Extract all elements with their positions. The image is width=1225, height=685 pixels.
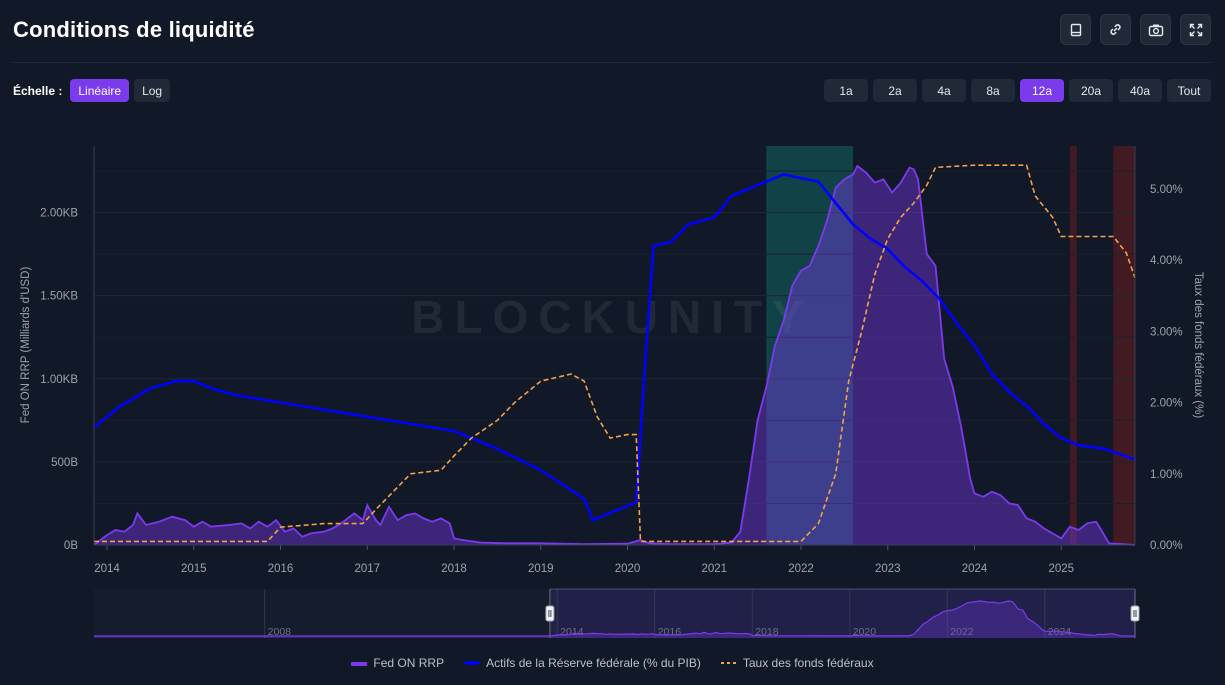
watermark: BLOCKUNITY	[411, 291, 813, 343]
y-right-tick-label: 3.00%	[1150, 326, 1183, 338]
y-axis-left-label: Fed ON RRP (Milliards d'USD)	[20, 267, 32, 424]
x-tick-label: 2017	[354, 563, 380, 575]
fullscreen-button[interactable]	[1180, 14, 1211, 45]
rrp-area	[94, 166, 1135, 545]
liquidity-chart[interactable]: BLOCKUNITY 0B 500B 1.00KB 1.50KB 2.00KB 0.00%…	[0, 0, 1225, 650]
shaded-region-1	[1069, 146, 1077, 545]
legend-label-fed-assets: Actifs de la Réserve fédérale (% du PIB)	[486, 656, 701, 670]
x-tick-label: 2022	[788, 563, 814, 575]
y-left-tick-label: 500B	[51, 457, 78, 469]
range-button-8a[interactable]: 8a	[971, 79, 1015, 102]
y-axis-right-label: Taux des fonds fédéraux (%)	[1192, 272, 1204, 419]
camera-icon	[1148, 24, 1163, 36]
x-tick-label: 2018	[441, 563, 467, 575]
fed-funds-line	[94, 164, 1136, 543]
book-icon	[1070, 23, 1081, 36]
y-left-tick-label: 0B	[64, 540, 78, 552]
range-button-4a[interactable]: 4a	[922, 79, 966, 102]
navigator-area	[94, 600, 1135, 638]
legend-item-fed-funds[interactable]: Taux des fonds fédéraux	[720, 656, 874, 670]
book-button[interactable]	[1060, 14, 1091, 45]
navigator-handle-left[interactable]	[545, 605, 555, 622]
navigator-handle-right[interactable]	[1130, 605, 1140, 622]
navigator[interactable]: 2008 2014 2016 2018 2020 2022 2024	[94, 588, 1140, 638]
toolbar	[1060, 14, 1211, 45]
range-button-tout[interactable]: Tout	[1167, 79, 1211, 102]
navigator-tick-label: 2008	[268, 626, 292, 638]
x-tick-label: 2015	[181, 563, 207, 575]
legend-swatch-fed-assets	[464, 660, 481, 666]
range-button-12a[interactable]: 12a	[1020, 79, 1064, 102]
y-right-tick-label: 2.00%	[1150, 398, 1183, 410]
range-selector: 1a 2a 4a 8a 12a 20a 40a Tout	[824, 79, 1211, 102]
x-tick-label: 2023	[875, 563, 901, 575]
y-right-tick-label: 1.00%	[1150, 469, 1183, 481]
x-tick-label: 2020	[615, 563, 641, 575]
scale-log-button[interactable]: Log	[134, 79, 171, 102]
rrp-line	[93, 164, 1136, 546]
legend-item-fed-assets[interactable]: Actifs de la Réserve fédérale (% du PIB)	[464, 656, 701, 670]
legend-label-rrp: Fed ON RRP	[373, 656, 445, 670]
legend-label-fed-funds: Taux des fonds fédéraux	[742, 656, 874, 670]
y-right-tick-label: 0.00%	[1150, 540, 1183, 552]
legend-swatch-rrp	[351, 662, 368, 666]
link-button[interactable]	[1100, 14, 1131, 45]
navigator-window	[549, 589, 1135, 638]
shaded-region-2	[1113, 146, 1135, 545]
link-icon	[1110, 24, 1121, 35]
range-button-40a[interactable]: 40a	[1118, 79, 1162, 102]
range-button-2a[interactable]: 2a	[873, 79, 917, 102]
y-left-tick-label: 2.00KB	[40, 208, 78, 220]
navigator-line	[94, 600, 1136, 637]
scale-linear-button[interactable]: Linéaire	[70, 79, 130, 102]
x-tick-label: 2021	[701, 563, 727, 575]
legend: Fed ON RRP Actifs de la Réserve fédérale…	[0, 656, 1225, 670]
x-tick-label: 2016	[268, 563, 294, 575]
y-right-tick-label: 5.00%	[1150, 184, 1183, 196]
fullscreen-icon	[1189, 23, 1202, 36]
scale-selector: Échelle : Linéaire Log	[13, 79, 171, 102]
fed-assets-line	[93, 173, 1136, 522]
scale-label: Échelle :	[13, 83, 63, 98]
legend-swatch-fed-funds	[720, 662, 737, 664]
screenshot-button[interactable]	[1140, 14, 1171, 45]
navigator-tick-label: 2018	[755, 626, 779, 638]
y-left-tick-label: 1.50KB	[40, 291, 78, 303]
y-right-tick-label: 4.00%	[1150, 255, 1183, 267]
x-tick-label: 2019	[528, 563, 554, 575]
range-button-1a[interactable]: 1a	[824, 79, 868, 102]
legend-item-rrp[interactable]: Fed ON RRP	[351, 656, 444, 670]
range-button-20a[interactable]: 20a	[1069, 79, 1113, 102]
page-title: Conditions de liquidité	[13, 17, 255, 42]
x-tick-label: 2024	[962, 563, 988, 575]
y-left-tick-label: 1.00KB	[40, 374, 78, 386]
navigator-tick-label: 2022	[950, 626, 974, 638]
x-tick-label: 2014	[94, 563, 120, 575]
x-tick-label: 2025	[1048, 563, 1074, 575]
header-divider	[13, 62, 1211, 63]
